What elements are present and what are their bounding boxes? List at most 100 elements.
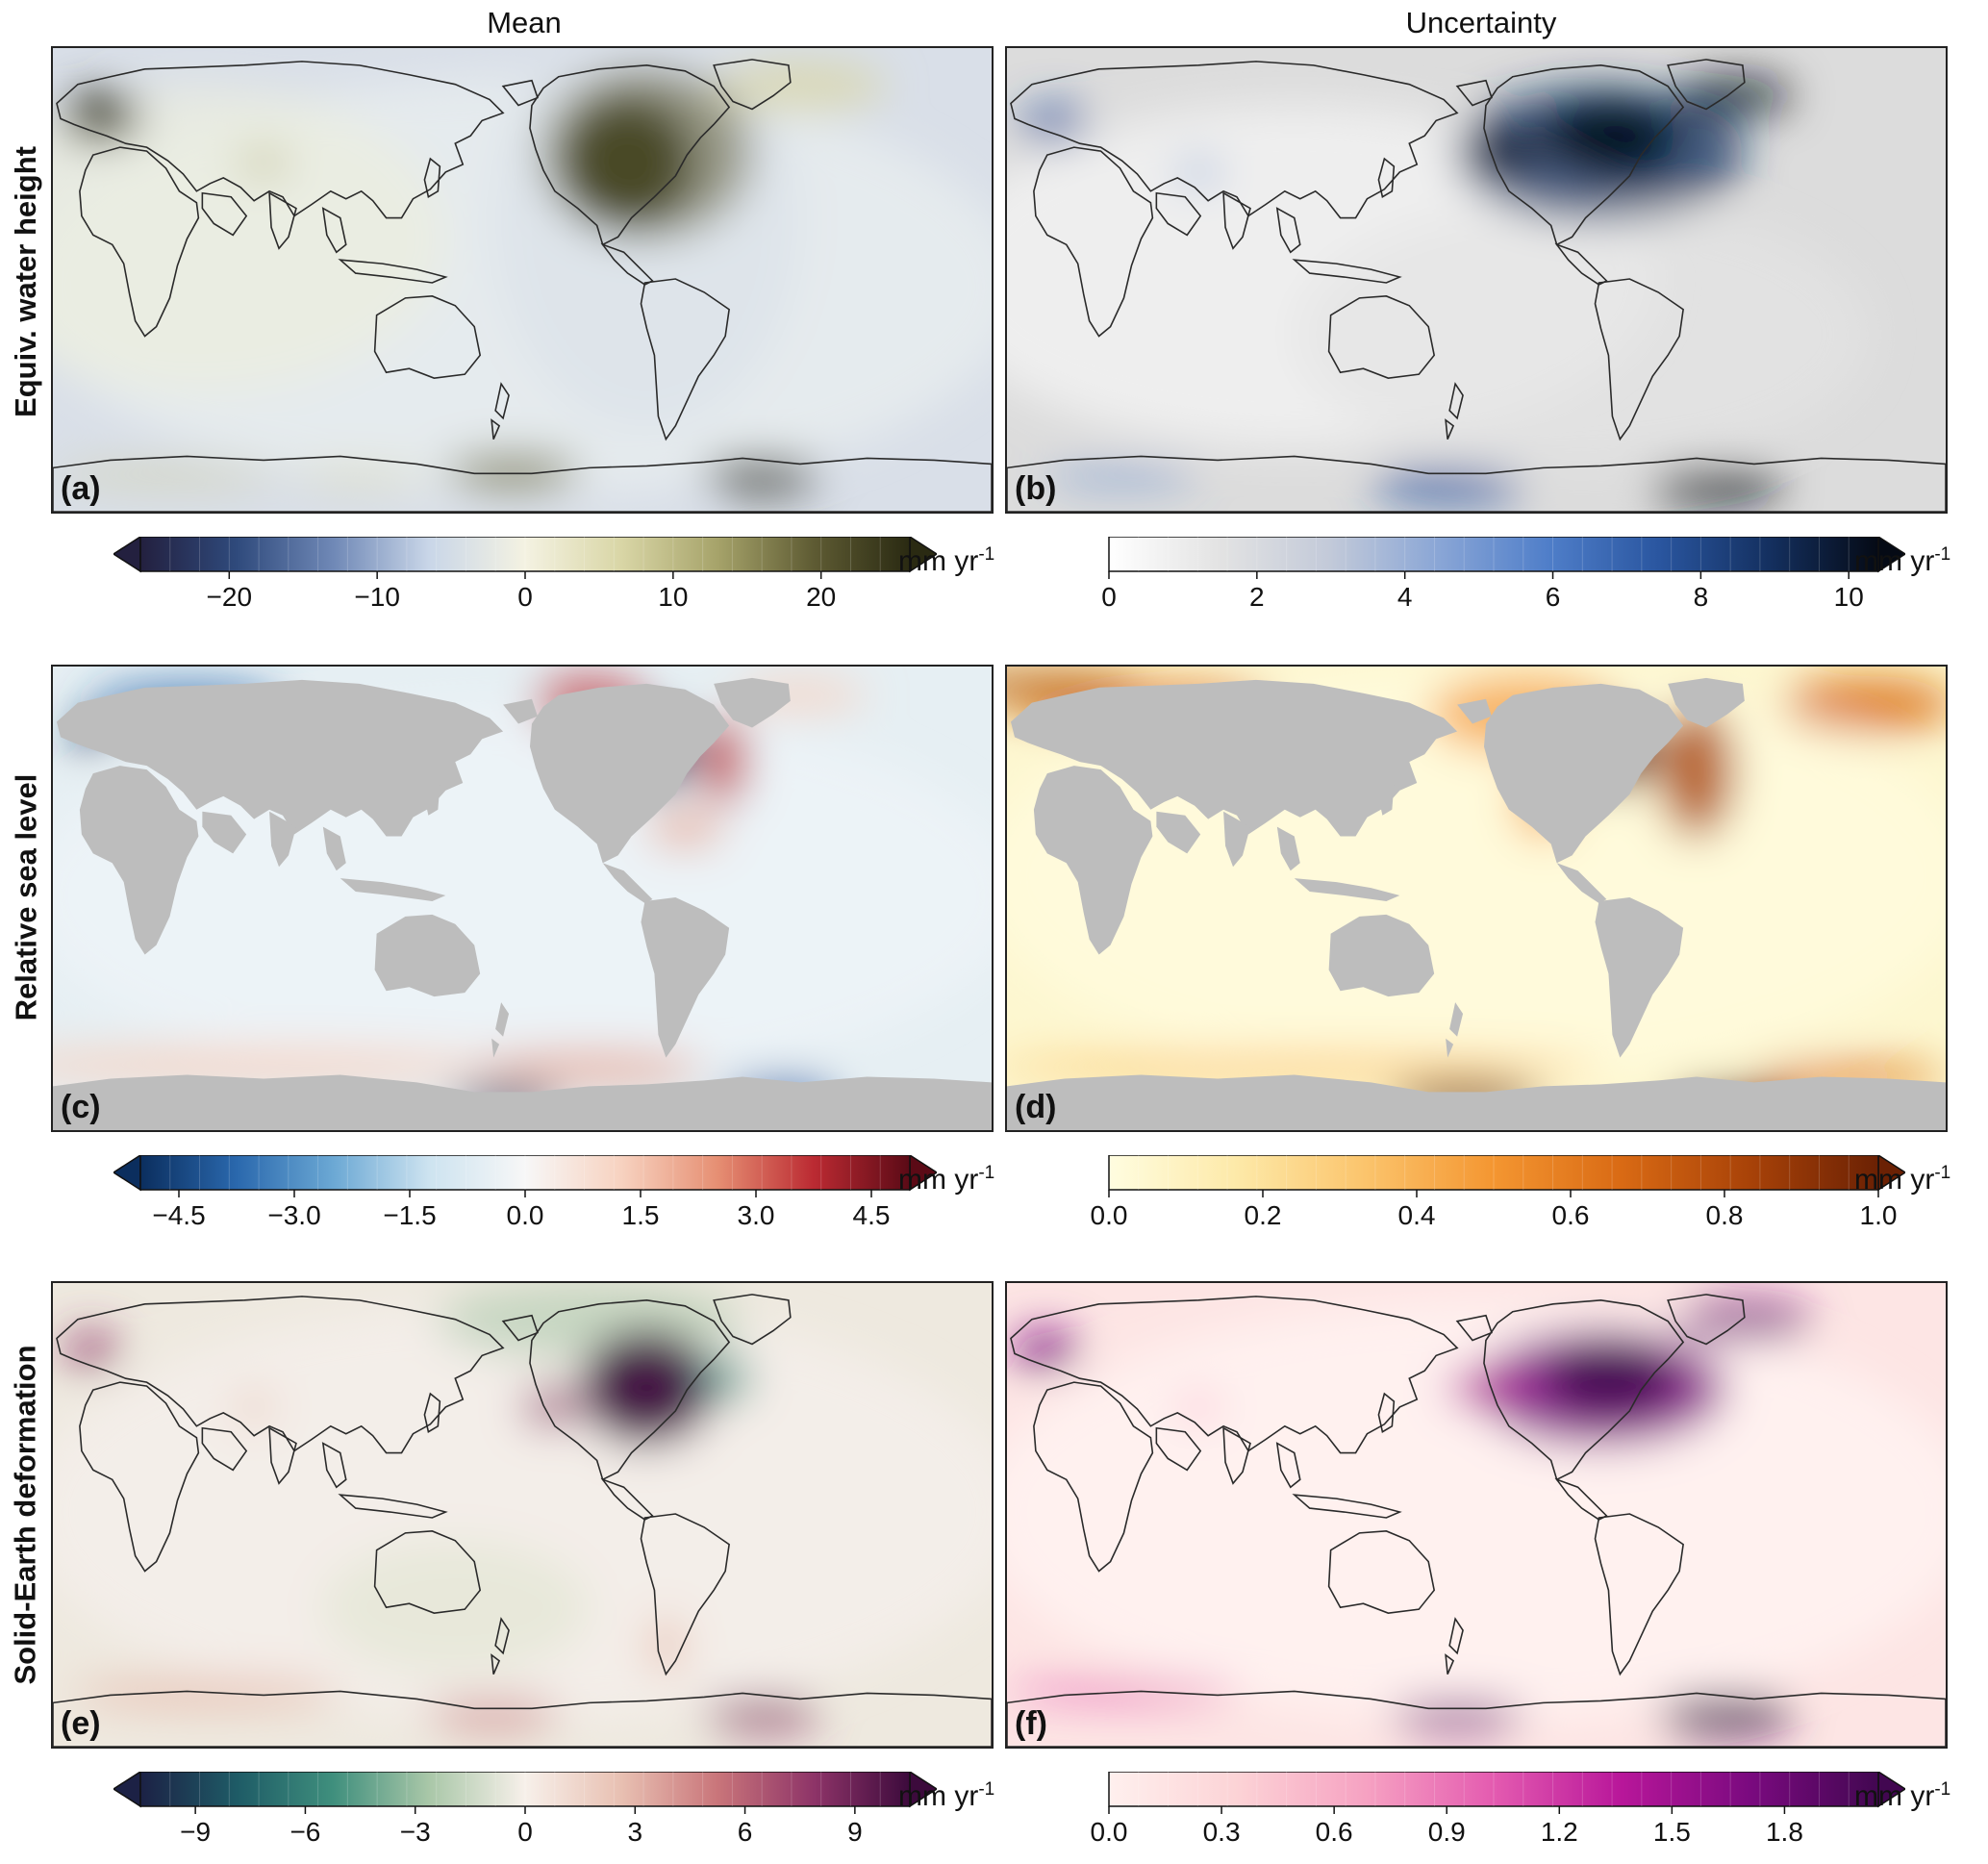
coastline-seasia [321,207,347,254]
coastline-eurasia [56,679,504,837]
field-anomaly [291,467,427,488]
coastline-nz [1445,1617,1464,1675]
map-field [53,667,992,1130]
coastline-samerica [1594,278,1684,441]
map-field [53,1283,992,1747]
coastline-india [1222,1426,1251,1485]
map-panel-c: (c) [51,665,994,1132]
coastline-nz_alaska [501,79,539,107]
coastline-nz [1446,1002,1464,1058]
coastline-indonesia [1292,259,1402,284]
field-anomaly [646,1617,686,1675]
coastline-eurasia [56,61,505,219]
field-anomaly [541,66,753,239]
colorbar-tick-label: 1.2 [1541,1817,1578,1847]
map-panel-b: (b) [1005,46,1948,514]
coastline-eurasia [1010,61,1459,219]
colorbar-gradient [1108,1155,1879,1191]
field-anomaly [1677,1301,1812,1341]
colorbar-tick-label: 9 [847,1817,863,1847]
colorbar-tick-label: −20 [207,582,252,612]
colorbar-tick-label: 0 [517,1817,533,1847]
colorbar-tick-label: 6 [1546,582,1561,612]
coastline-namerica [529,64,731,246]
colorbar-gradient [1108,537,1879,572]
colorbar-tick-label: 0.4 [1398,1200,1436,1230]
coastline-samerica [1595,897,1684,1058]
field-anomaly [1007,1301,1946,1723]
colorbar-sed-uncertainty: 0.0 0.3 0.6 0.9 1.2 1.5 1.8 [1082,1772,1905,1864]
colorbar-tick-label: −3.0 [267,1200,320,1230]
coastline-nz [491,382,510,440]
coastline-nz_alaska [501,1314,539,1342]
coastline-greenland [1667,59,1746,111]
coastline-indonesia [1292,1494,1402,1519]
coastline-indonesia [338,1494,448,1519]
coastline-australia [1327,1530,1436,1614]
coastline-namerica [529,1299,731,1481]
colorbar-tick-label: 4.5 [853,1200,891,1230]
field-anomaly [522,1388,580,1426]
colorbar-unit: mm yr-1 [898,1163,995,1196]
coastline-greenland [713,1294,792,1346]
coastline-seasia [1275,1442,1301,1489]
colorbar-tick-label: 10 [658,582,688,612]
extend-min-arrow [113,1155,141,1192]
colorbar-unit: mm yr-1 [898,1779,995,1812]
coastline-samerica [640,1513,730,1676]
colorbar-tick-label: −3 [400,1817,431,1847]
row-label-equiv-water-height: Equiv. water height [9,146,42,417]
coastline-greenland [714,677,791,728]
field-anomaly [235,145,292,180]
coastline-indonesia [340,878,446,901]
field-anomaly [1174,159,1223,186]
field-anomaly [704,458,819,493]
coastline-india [1223,811,1250,868]
field-anomaly [53,86,446,391]
coastline-nz [491,1617,510,1675]
coastline-antarctica [53,455,992,512]
coastline-australia [1328,914,1435,997]
colorbar-tick-label: −9 [180,1817,211,1847]
field-anomaly [1658,1695,1793,1734]
colorbar-tick-label: −1.5 [383,1200,436,1230]
coastline-eurasia [1010,1296,1459,1454]
coastline-nz_alaska [1455,79,1493,107]
coastline-india [268,1426,297,1485]
coastline-japan [1378,777,1395,816]
coastline-namerica [1483,64,1685,246]
coastline-samerica [1594,1513,1684,1676]
coastline-japan [423,157,441,198]
map-panel-d: (d) [1005,665,1948,1132]
colorbar-tick-label: 0.9 [1428,1817,1466,1847]
coastline-africa [79,1381,200,1573]
field-anomaly [1179,1396,1219,1419]
colorbar-gradient [139,1772,911,1807]
colorbar-tick-label: 1.5 [622,1200,660,1230]
map-field [1007,1283,1946,1747]
coastline-namerica [1483,683,1684,864]
field-anomaly [1011,1330,1079,1370]
colorbar-tick-label: 0 [517,582,533,612]
colorbar-tick-label: 1.0 [1860,1200,1898,1230]
field-anomaly [53,464,284,488]
panel-label: (a) [61,470,101,507]
coastline-arabia [202,811,247,854]
field-anomaly [1543,100,1678,177]
coastline-eurasia [56,1296,505,1454]
field-anomaly [1007,1679,1238,1703]
coastline-greenland [1667,1294,1746,1346]
coastline-africa [79,146,200,338]
colorbar-gradient [1108,1772,1879,1807]
colorbar-tick-label: 2 [1249,582,1265,612]
coastline-india [268,191,297,250]
field-anomaly [1020,105,1089,144]
colorbar-tick-label: 0.0 [1091,1817,1128,1847]
field-anomaly [436,1283,743,1360]
colorbar-tick-label: 4 [1397,582,1413,612]
colorbar-unit: mm yr-1 [1854,1163,1951,1196]
colorbar-tick-label: −4.5 [152,1200,205,1230]
field-anomaly [320,1540,590,1675]
colorbar-gradient [139,537,911,572]
colorbar-tick-label: 0.6 [1552,1200,1590,1230]
